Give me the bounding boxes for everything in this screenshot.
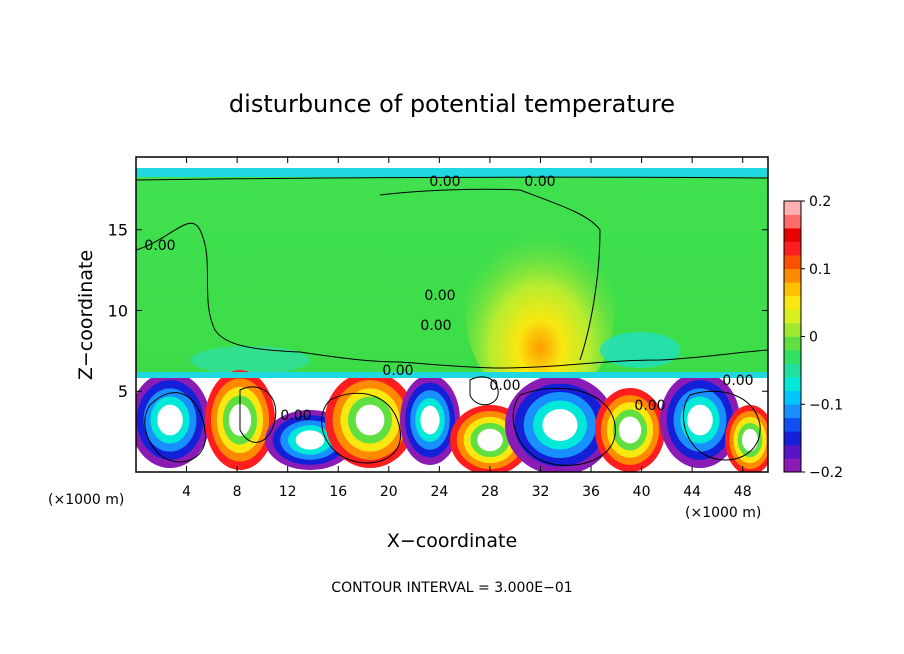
colorbar-segment xyxy=(784,363,801,378)
contour-line xyxy=(136,176,768,181)
x-tick-label: 44 xyxy=(683,484,701,500)
contour-line xyxy=(682,390,761,461)
contour-line xyxy=(469,376,499,406)
x-tick-label: 28 xyxy=(481,484,499,500)
x-tick-label: 40 xyxy=(633,484,651,500)
colorbar-ticks: 0.2 0.1 0 −0.1 −0.2 xyxy=(801,194,843,481)
contour-labels: 0.00 0.00 0.00 0.00 0.00 0.00 0.00 0.00 0.00 0.00 xyxy=(144,174,753,424)
top-cyan-band xyxy=(136,168,768,177)
x-tick-label: 32 xyxy=(532,484,550,500)
colorbar-tick-label: −0.1 xyxy=(809,397,843,413)
colorbar-segment xyxy=(784,201,801,215)
y-axis-label: Z−coordinate xyxy=(75,250,97,380)
colorbar-segment xyxy=(784,377,801,391)
y-tick-label: 5 xyxy=(118,382,128,401)
x-tick-label: 36 xyxy=(582,484,600,500)
field-cell xyxy=(542,409,578,441)
contour-label: 0.00 xyxy=(634,398,665,414)
field-cell xyxy=(687,404,713,436)
chart-title: disturbunce of potential temperature xyxy=(229,90,675,118)
x-unit-right: (×1000 m) xyxy=(685,505,761,521)
contour-line xyxy=(512,387,616,466)
colorbar-segment xyxy=(784,444,801,459)
field-cell xyxy=(618,416,642,444)
contour-lines xyxy=(136,176,768,466)
x-tick-label: 48 xyxy=(734,484,752,500)
x-tick-label: 24 xyxy=(430,484,448,500)
x-tick-label: 16 xyxy=(329,484,347,500)
colorbar-segment xyxy=(784,268,801,283)
contour-line xyxy=(144,392,206,463)
x-unit-left: (×1000 m) xyxy=(48,492,124,508)
field-cell xyxy=(477,428,503,452)
x-tick-label: 20 xyxy=(380,484,398,500)
colorbar-tick-label: 0 xyxy=(809,330,818,346)
colorbar-segment xyxy=(784,214,801,229)
colorbar xyxy=(783,200,802,473)
colorbar-segment xyxy=(784,228,801,242)
field-cell xyxy=(420,405,440,435)
colorbar-tick-label: −0.2 xyxy=(809,465,843,481)
colorbar-segment xyxy=(784,404,801,419)
y-axis: 5 10 15 xyxy=(108,221,768,401)
y-tick-label: 10 xyxy=(108,301,128,320)
colorbar-segment xyxy=(784,309,801,324)
plot-area xyxy=(136,157,768,472)
y-tick-label: 15 xyxy=(108,221,128,240)
contour-label: 0.00 xyxy=(722,373,753,389)
colorbar-segment xyxy=(784,295,801,310)
colorbar-tick-label: 0.2 xyxy=(809,194,831,210)
colorbar-segment xyxy=(784,458,801,473)
colorbar-segment xyxy=(784,322,801,337)
plot-frame xyxy=(135,156,769,473)
colorbar-segment xyxy=(784,241,801,256)
contour-line xyxy=(239,386,277,443)
contour-line xyxy=(379,188,601,361)
x-tick-label: 8 xyxy=(233,484,242,500)
contour-label: 0.00 xyxy=(489,378,520,394)
x-axis-label: X−coordinate xyxy=(387,530,517,552)
contour-label: 0.00 xyxy=(144,238,175,254)
colorbar-tick-label: 0.1 xyxy=(809,262,831,278)
top-noise-band xyxy=(136,157,768,168)
x-axis: 4 8 12 16 20 24 28 32 36 40 44 48 xyxy=(182,157,752,500)
lower-turbulence xyxy=(136,370,768,472)
interface-band xyxy=(136,372,768,378)
warm-anomaly xyxy=(465,215,615,405)
colorbar-segment xyxy=(784,336,801,351)
contour-label: 0.00 xyxy=(424,288,455,304)
field-cell xyxy=(295,430,325,450)
colorbar-segment xyxy=(784,350,801,364)
x-tick-label: 12 xyxy=(279,484,297,500)
cool-patch-left xyxy=(190,346,310,374)
field-cell xyxy=(355,404,385,436)
contour-line xyxy=(321,392,401,464)
colorbar-segment xyxy=(784,390,801,405)
field-cell xyxy=(742,428,758,452)
contour-label: 0.00 xyxy=(382,363,413,379)
colorbar-segment xyxy=(784,417,801,432)
contour-label: 0.00 xyxy=(429,174,460,190)
contour-label: 0.00 xyxy=(420,318,451,334)
field-cell xyxy=(157,404,183,436)
cool-patch-right xyxy=(600,332,680,368)
colorbar-segment xyxy=(784,431,801,446)
colorbar-segment xyxy=(784,282,801,297)
contour-label: 0.00 xyxy=(524,174,555,190)
contour-label: 0.00 xyxy=(280,408,311,424)
contour-interval-note: CONTOUR INTERVAL = 3.000E−01 xyxy=(331,580,572,596)
contour-line xyxy=(136,222,768,369)
colorbar-segment xyxy=(784,255,801,270)
x-tick-label: 4 xyxy=(182,484,191,500)
